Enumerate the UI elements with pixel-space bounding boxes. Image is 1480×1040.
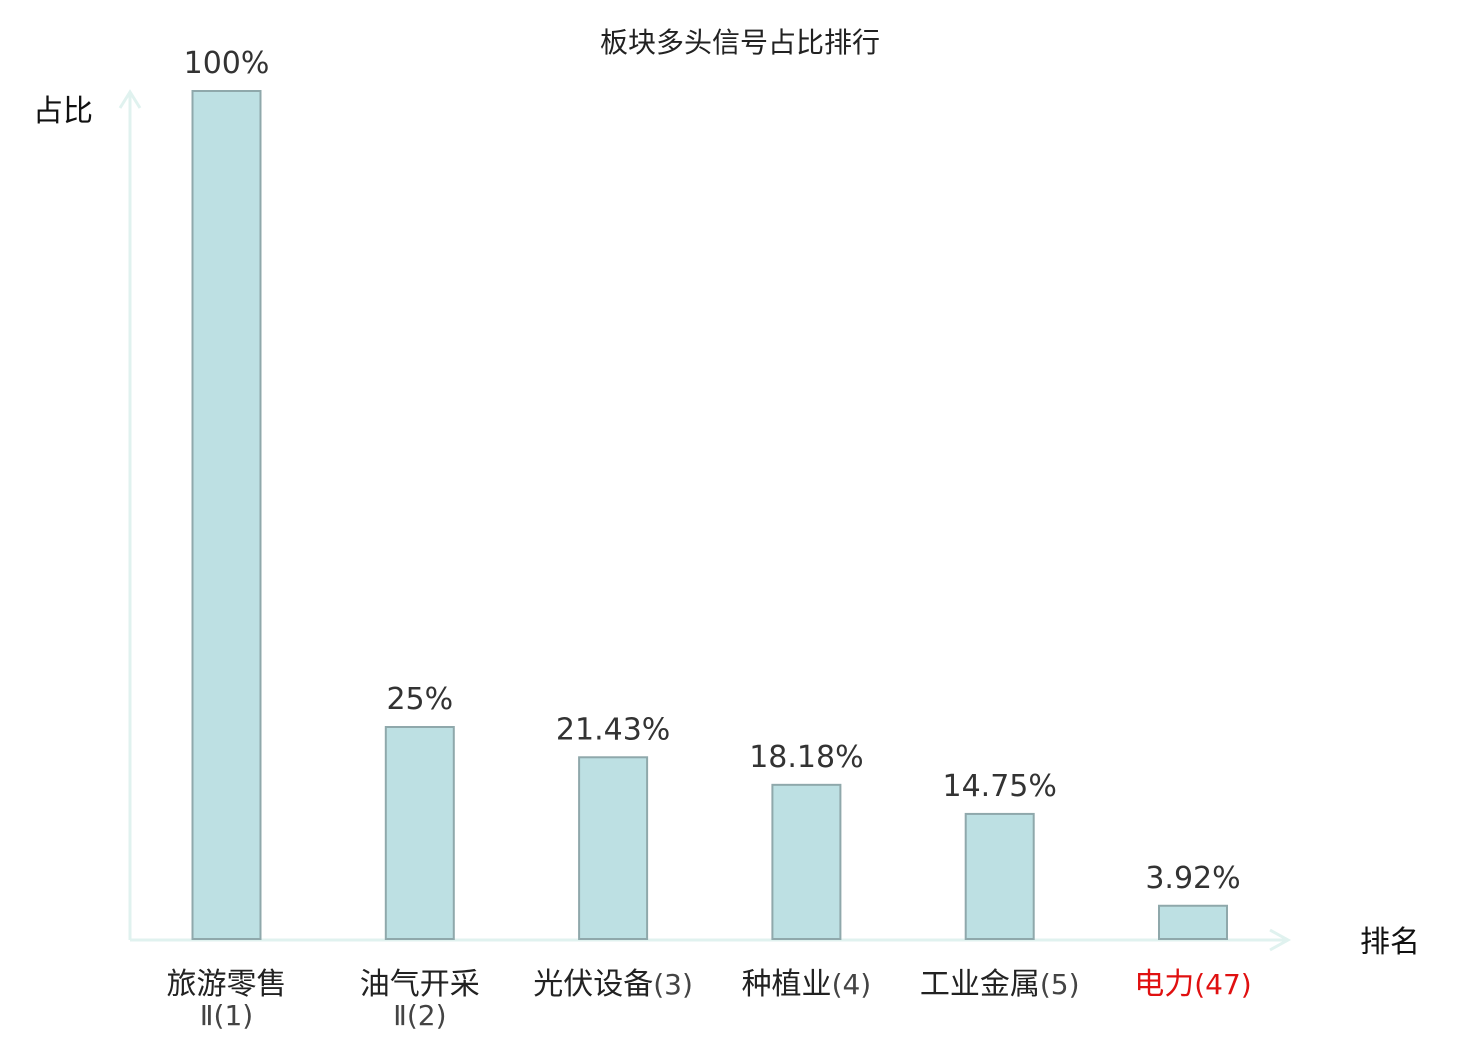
category-label-1: 旅游零售 xyxy=(167,967,287,1002)
category-label-3: 光伏设备(3) xyxy=(533,967,693,1002)
value-labels-group: 100% 25% 21.43% 18.18% 14.75% 3.92% xyxy=(184,46,1241,896)
bar-2 xyxy=(384,726,455,940)
y-axis-label: 占比 xyxy=(33,94,93,129)
value-label-3: 21.43% xyxy=(556,712,670,747)
category-label-5: 工业金属(5) xyxy=(920,967,1080,1002)
bar-1 xyxy=(191,90,262,940)
x-axis xyxy=(130,928,1292,952)
chart-title: 板块多头信号占比排行 xyxy=(600,26,880,59)
value-label-5: 14.75% xyxy=(943,769,1057,804)
y-axis xyxy=(118,89,142,940)
category-label-2: 油气开采 xyxy=(360,967,480,1002)
bars-group xyxy=(191,90,1228,941)
value-label-4: 18.18% xyxy=(749,740,863,775)
value-label-2: 25% xyxy=(386,682,453,717)
category-rank-1: Ⅱ(1) xyxy=(200,999,253,1032)
value-label-6: 3.92% xyxy=(1145,861,1240,896)
value-label-1: 100% xyxy=(184,46,270,81)
category-rank-2: Ⅱ(2) xyxy=(393,999,446,1032)
category-label-6: 电力(47) xyxy=(1134,967,1251,1002)
x-axis-label: 排名 xyxy=(1360,925,1420,960)
category-label-4: 种植业(4) xyxy=(742,967,872,1002)
bar-3 xyxy=(578,756,649,941)
bar-4 xyxy=(771,783,842,941)
bar-6 xyxy=(1158,904,1228,941)
bar-5 xyxy=(964,812,1035,940)
